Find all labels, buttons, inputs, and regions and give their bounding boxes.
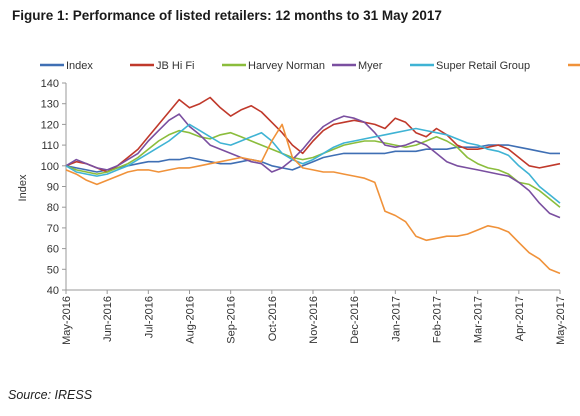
x-tick-label: Jul-2016 [143, 296, 155, 338]
legend-label-super-retail-group: Super Retail Group [436, 60, 530, 72]
y-tick-label: 110 [41, 140, 59, 152]
x-tick-label: Nov-2016 [308, 296, 320, 344]
x-tick-label: Dec-2016 [349, 296, 361, 344]
y-tick-label: 90 [47, 182, 59, 194]
x-tick-label: May-2017 [555, 296, 567, 345]
y-tick-label: 130 [41, 99, 59, 111]
x-tick-label: Apr-2017 [514, 296, 526, 341]
legend-label-harvey-norman: Harvey Norman [248, 60, 325, 72]
x-tick-label: Jun-2016 [102, 296, 114, 342]
series-line-harvey-norman [65, 129, 561, 208]
y-axis: 40 50 60 70 80 90 100 110 120 130 140 [41, 78, 67, 297]
x-tick-label: May-2016 [61, 296, 73, 345]
x-tick-label: Feb-2017 [432, 296, 444, 343]
x-tick-label: Mar-2017 [473, 296, 485, 343]
y-tick-label: 100 [41, 161, 59, 173]
line-chart: Index JB Hi Fi Harvey Norman Myer Super Reta… [17, 60, 580, 345]
x-tick-label: Oct-2016 [267, 296, 279, 341]
figure-title: Figure 1: Performance of listed retailer… [12, 8, 442, 23]
y-tick-label: 70 [47, 223, 59, 235]
plot-series [65, 96, 561, 275]
series-line-oroton [65, 123, 561, 275]
series-line-index [65, 144, 560, 173]
legend-label-index: Index [66, 60, 93, 72]
x-tick-label: Sep-2016 [226, 296, 238, 344]
figure-source: Source: IRESS [8, 388, 93, 402]
y-tick-label: 80 [47, 202, 59, 214]
legend-label-jb-hi-fi: JB Hi Fi [156, 60, 195, 72]
y-tick-label: 60 [47, 244, 59, 256]
series-line-myer [65, 113, 561, 219]
y-tick-label: 50 [47, 264, 59, 276]
legend-label-myer: Myer [358, 60, 383, 72]
y-tick-label: 40 [47, 285, 59, 297]
x-tick-label: Jan-2017 [390, 296, 402, 342]
chart-legend: Index JB Hi Fi Harvey Norman Myer Super Reta… [40, 60, 580, 72]
series-line-jb-hi-fi [65, 96, 561, 173]
series-line-super-retail-group [65, 123, 561, 204]
x-tick-label: Aug-2016 [185, 296, 197, 344]
y-tick-label: 140 [41, 78, 59, 90]
y-axis-label: Index [17, 174, 29, 201]
x-axis: May-2016 Jun-2016 Jul-2016 Aug-2016 Sep-2016… [61, 289, 567, 345]
y-tick-label: 120 [41, 119, 59, 131]
